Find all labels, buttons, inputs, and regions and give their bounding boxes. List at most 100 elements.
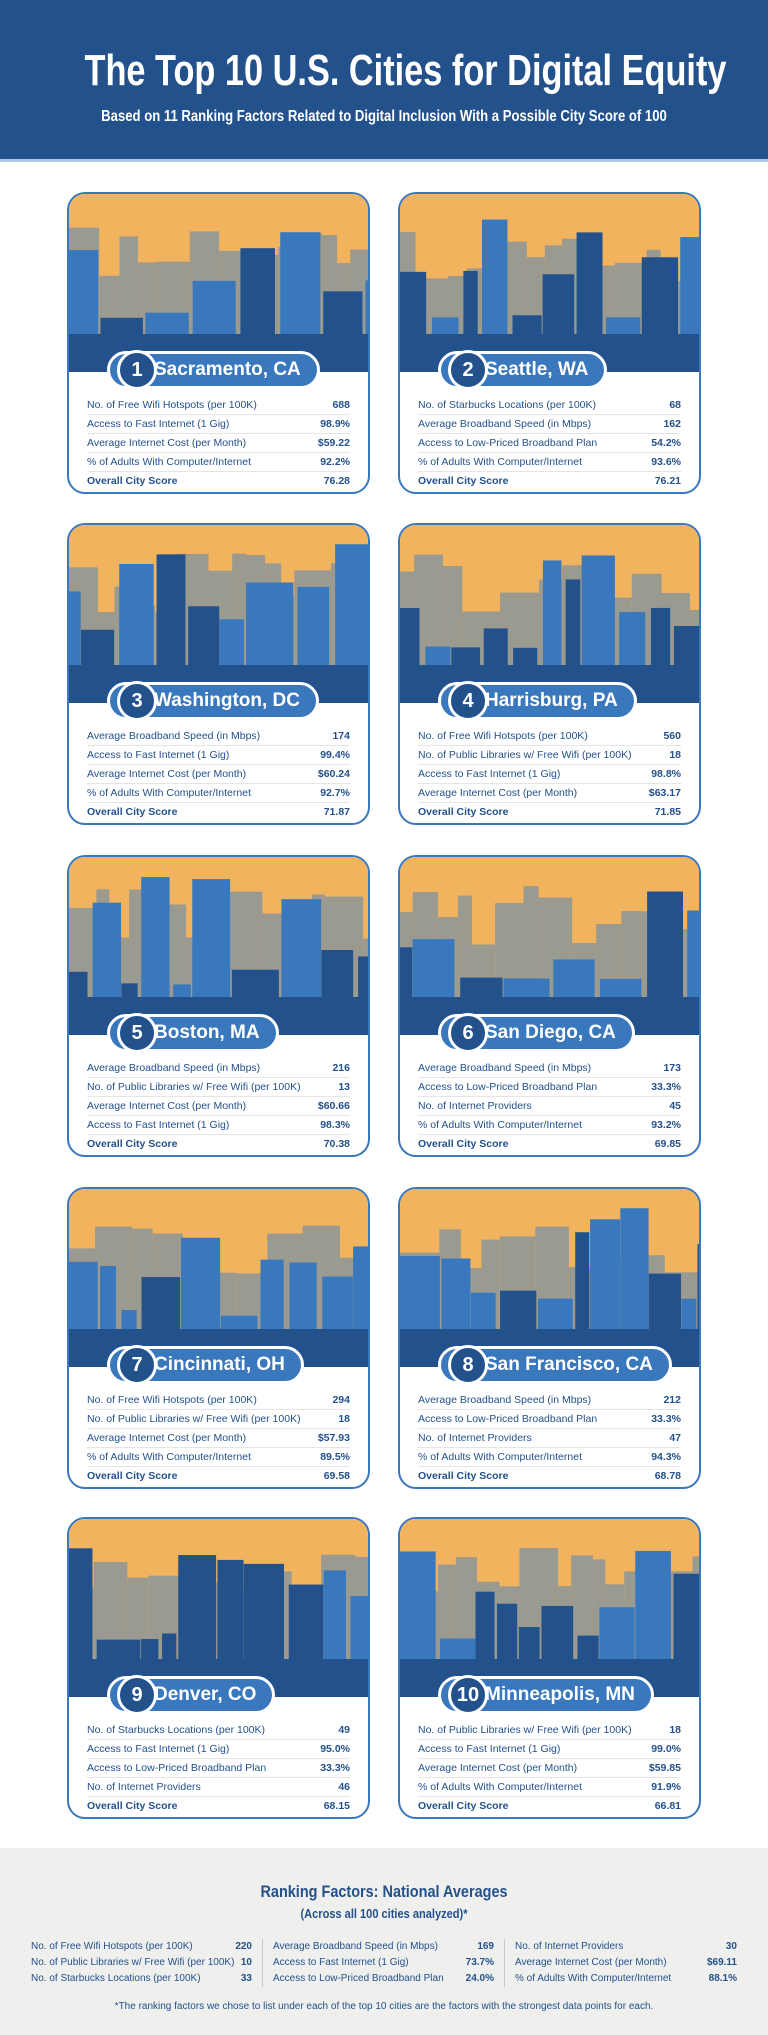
stat-value: 13 (338, 1081, 350, 1093)
stat-label: Average Internet Cost (per Month) (87, 768, 247, 780)
stat-row: Access to Fast Internet (1 Gig) 98.3% (87, 1116, 350, 1135)
stat-row: Access to Low-Priced Broadband Plan 33.3% (418, 1410, 681, 1429)
stat-label: No. of Starbucks Locations (per 100K) (418, 399, 597, 411)
national-row: Average Internet Cost (per Month) $69.11 (515, 1955, 737, 1971)
stat-row: Average Internet Cost (per Month) $59.22 (87, 434, 350, 453)
city-badge: 6 San Diego, CA (438, 1013, 635, 1053)
city-badge: 10 Minneapolis, MN (438, 1675, 654, 1715)
stat-row: % of Adults With Computer/Internet 91.9% (418, 1778, 681, 1797)
stat-label: Overall City Score (87, 806, 178, 818)
stat-label: % of Adults With Computer/Internet (418, 1451, 582, 1463)
national-row: No. of Starbucks Locations (per 100K) 33 (31, 1971, 252, 1987)
stat-row: Access to Fast Internet (1 Gig) 99.0% (418, 1740, 681, 1759)
stat-row: % of Adults With Computer/Internet 93.6% (418, 453, 681, 472)
stat-value: 69.58 (323, 1470, 350, 1482)
stat-row: Overall City Score 71.87 (87, 803, 350, 822)
stat-label: No. of Free Wifi Hotspots (per 100K) (87, 399, 257, 411)
stat-row: No. of Starbucks Locations (per 100K) 49 (87, 1721, 350, 1740)
stat-row: No. of Starbucks Locations (per 100K) 68 (418, 396, 681, 415)
stat-row: Access to Fast Internet (1 Gig) 95.0% (87, 1740, 350, 1759)
stat-label: Access to Low-Priced Broadband Plan (418, 437, 598, 449)
stat-value: $63.17 (648, 787, 681, 799)
stat-value: 688 (332, 399, 350, 411)
stat-value: 66.81 (654, 1800, 681, 1812)
stat-value: 33.3% (320, 1762, 350, 1774)
city-card: 9 Denver, CO No. of Starbucks Locations (… (67, 1517, 370, 1819)
stat-label: No. of Public Libraries w/ Free Wifi (pe… (87, 1413, 301, 1425)
stat-value: 173 (663, 1062, 681, 1074)
national-row: No. of Public Libraries w/ Free Wifi (pe… (31, 1955, 252, 1971)
stat-label: Overall City Score (418, 1138, 509, 1150)
rank-number: 4 (448, 681, 488, 721)
stat-value: 69.85 (654, 1138, 681, 1150)
national-label: Access to Fast Internet (1 Gig) (273, 1957, 409, 1968)
stat-label: Access to Fast Internet (1 Gig) (87, 1743, 230, 1755)
stat-row: Overall City Score 76.28 (87, 472, 350, 491)
national-label: No. of Free Wifi Hotspots (per 100K) (31, 1941, 193, 1952)
stat-row: % of Adults With Computer/Internet 92.7% (87, 784, 350, 803)
national-row: Access to Fast Internet (1 Gig) 73.7% (273, 1955, 494, 1971)
stat-label: % of Adults With Computer/Internet (87, 1451, 251, 1463)
stat-value: 33.3% (651, 1413, 681, 1425)
stat-value: $60.66 (317, 1100, 350, 1112)
stat-row: Average Internet Cost (per Month) $60.66 (87, 1097, 350, 1116)
national-label: No. of Public Libraries w/ Free Wifi (pe… (31, 1957, 235, 1968)
stat-row: Average Broadband Speed (in Mbps) 174 (87, 727, 350, 746)
skyline-illustration (400, 525, 699, 703)
national-value: 24.0% (465, 1973, 494, 1984)
city-badge: 1 Sacramento, CA (107, 350, 320, 390)
national-value: 88.1% (708, 1973, 737, 1984)
stat-label: Overall City Score (87, 1800, 178, 1812)
stat-label: Average Internet Cost (per Month) (87, 1432, 247, 1444)
stats-table: No. of Free Wifi Hotspots (per 100K) 688 A… (87, 396, 350, 491)
rank-number: 1 (117, 350, 157, 390)
stat-label: No. of Starbucks Locations (per 100K) (87, 1724, 266, 1736)
stats-table: Average Broadband Speed (in Mbps) 173 Acce… (418, 1059, 681, 1154)
stat-label: No. of Public Libraries w/ Free Wifi (pe… (418, 1724, 632, 1736)
city-card: 2 Seattle, WA No. of Starbucks Locations … (398, 192, 701, 494)
skyline-illustration (400, 194, 699, 372)
stats-table: Average Broadband Speed (in Mbps) 216 No. … (87, 1059, 350, 1154)
skyline-illustration (69, 194, 368, 372)
stat-value: 94.3% (651, 1451, 681, 1463)
stat-label: No. of Internet Providers (418, 1100, 532, 1112)
stat-value: 54.2% (651, 437, 681, 449)
stat-value: 216 (332, 1062, 350, 1074)
stat-label: Average Broadband Speed (in Mbps) (418, 1394, 592, 1406)
stat-row: No. of Free Wifi Hotspots (per 100K) 688 (87, 396, 350, 415)
stat-label: No. of Internet Providers (87, 1781, 201, 1793)
page-title: The Top 10 U.S. Cities for Digital Equit… (84, 46, 727, 95)
stats-table: No. of Free Wifi Hotspots (per 100K) 294 N… (87, 1391, 350, 1486)
stat-row: Overall City Score 76.21 (418, 472, 681, 491)
city-card: 3 Washington, DC Average Broadband Speed … (67, 523, 370, 825)
stat-value: 98.3% (320, 1119, 350, 1131)
stat-value: 98.9% (320, 418, 350, 430)
stat-value: 93.2% (651, 1119, 681, 1131)
stat-row: Average Internet Cost (per Month) $63.17 (418, 784, 681, 803)
city-badge: 3 Washington, DC (107, 681, 319, 721)
stat-row: Overall City Score 71.85 (418, 803, 681, 822)
stat-value: 99.0% (651, 1743, 681, 1755)
stat-label: Overall City Score (87, 1138, 178, 1150)
stat-label: Access to Fast Internet (1 Gig) (418, 768, 561, 780)
national-label: Average Internet Cost (per Month) (515, 1957, 667, 1968)
national-row: No. of Internet Providers 30 (515, 1939, 737, 1955)
stat-row: Average Internet Cost (per Month) $59.85 (418, 1759, 681, 1778)
stat-row: Overall City Score 68.15 (87, 1797, 350, 1816)
skyline-illustration (400, 1189, 699, 1367)
city-badge: 9 Denver, CO (107, 1675, 276, 1715)
stats-table: No. of Starbucks Locations (per 100K) 49 A… (87, 1721, 350, 1816)
city-badge: 7 Cincinnati, OH (107, 1345, 304, 1385)
stat-value: 18 (669, 1724, 681, 1736)
rank-number: 8 (448, 1345, 488, 1385)
stat-row: Average Broadband Speed (in Mbps) 162 (418, 415, 681, 434)
stats-table: Average Broadband Speed (in Mbps) 212 Acce… (418, 1391, 681, 1486)
stat-value: 68.15 (323, 1800, 350, 1812)
national-column: Average Broadband Speed (in Mbps) 169 Acce… (263, 1939, 505, 1987)
stat-label: Overall City Score (418, 475, 509, 487)
stat-value: 45 (669, 1100, 681, 1112)
stat-row: No. of Free Wifi Hotspots (per 100K) 560 (418, 727, 681, 746)
stat-label: Average Internet Cost (per Month) (418, 1762, 578, 1774)
stat-label: Access to Low-Priced Broadband Plan (418, 1413, 598, 1425)
stat-label: Access to Fast Internet (1 Gig) (87, 1119, 230, 1131)
